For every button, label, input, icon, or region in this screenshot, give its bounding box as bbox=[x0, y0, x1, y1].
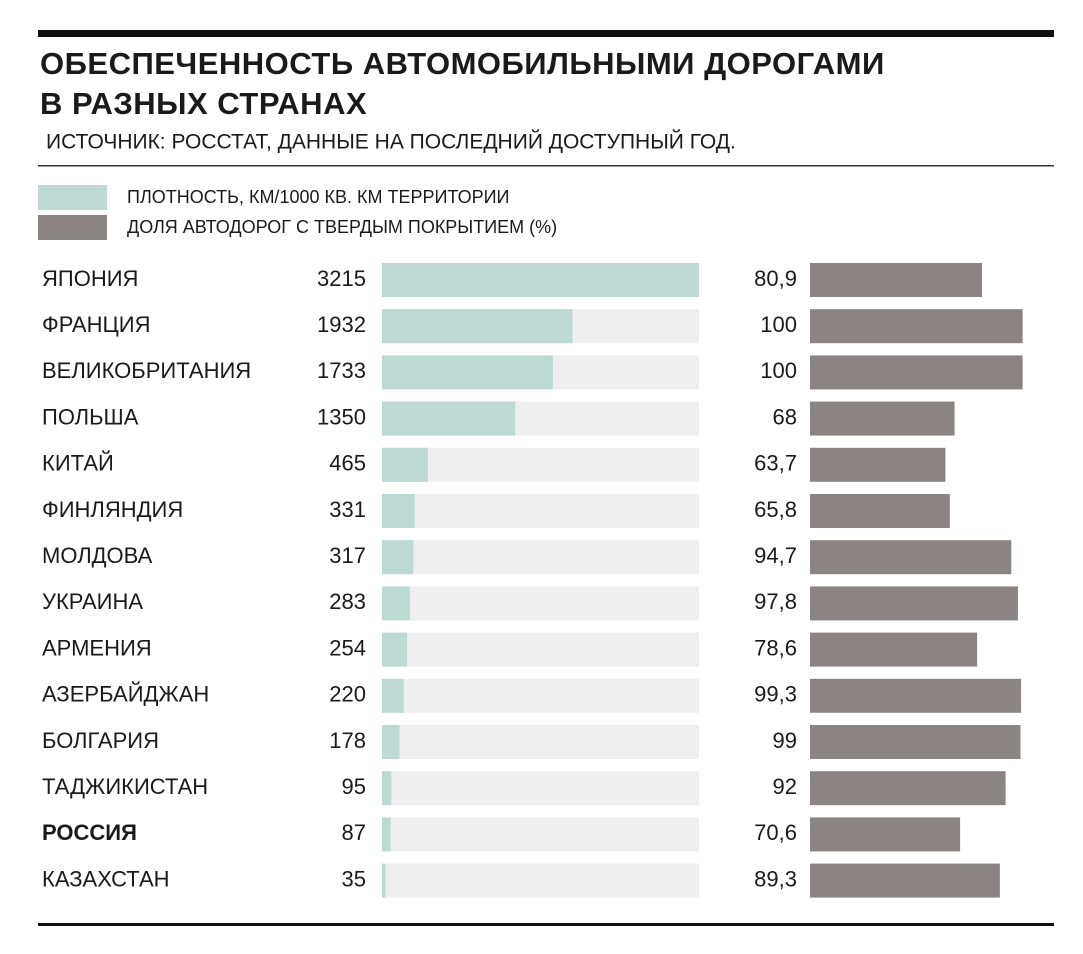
value-label: 87 bbox=[342, 820, 366, 845]
bar bbox=[382, 586, 410, 621]
bar-track bbox=[382, 863, 699, 898]
bar bbox=[382, 632, 408, 667]
category-label: ТАДЖИКИСТАН bbox=[42, 774, 208, 799]
bar-track bbox=[382, 494, 699, 528]
category-label: РОССИЯ bbox=[42, 820, 137, 845]
bar bbox=[810, 494, 950, 528]
bar-track bbox=[382, 632, 699, 667]
value-label: 254 bbox=[329, 635, 366, 660]
value-label: 68 bbox=[773, 404, 797, 429]
category-label: КАЗАХСТАН bbox=[42, 866, 170, 891]
value-label: 1932 bbox=[317, 312, 366, 337]
bar bbox=[810, 355, 1023, 390]
category-label: ВЕЛИКОБРИТАНИЯ bbox=[42, 358, 251, 383]
value-label: 78,6 bbox=[754, 635, 797, 660]
value-label: 100 bbox=[760, 312, 797, 337]
bar bbox=[382, 401, 516, 436]
category-label: АРМЕНИЯ bbox=[42, 635, 152, 660]
value-label: 94,7 bbox=[754, 543, 797, 568]
bar-track bbox=[382, 447, 699, 482]
category-label: КИТАЙ bbox=[42, 451, 114, 476]
chart-title: В РАЗНЫХ СТРАНАХ bbox=[40, 86, 367, 121]
value-label: 97,8 bbox=[754, 589, 797, 614]
category-label: БОЛГАРИЯ bbox=[42, 728, 159, 753]
bar-track bbox=[382, 817, 699, 852]
bar bbox=[810, 309, 1023, 344]
category-label: ФРАНЦИЯ bbox=[42, 312, 150, 337]
bar bbox=[382, 678, 404, 713]
bar bbox=[810, 540, 1012, 575]
value-label: 178 bbox=[329, 728, 366, 753]
value-label: 3215 bbox=[317, 266, 366, 291]
value-label: 99 bbox=[773, 728, 797, 753]
chart-title: ОБЕСПЕЧЕННОСТЬ АВТОМОБИЛЬНЫМИ ДОРОГАМИ bbox=[40, 46, 885, 81]
category-label: УКРАИНА bbox=[42, 589, 143, 614]
legend-swatch bbox=[38, 215, 107, 240]
value-label: 1350 bbox=[317, 404, 366, 429]
value-label: 70,6 bbox=[754, 820, 797, 845]
bottom-rule bbox=[38, 923, 1054, 926]
bar-track bbox=[382, 725, 699, 759]
rule bbox=[38, 165, 1054, 167]
subtitle: ИСТОЧНИК: РОССТАТ, ДАННЫЕ НА ПОСЛЕДНИЙ Д… bbox=[46, 130, 736, 154]
bar bbox=[382, 263, 699, 297]
bar bbox=[810, 771, 1006, 806]
bar-track bbox=[382, 678, 699, 713]
legend-label: ПЛОТНОСТЬ, КМ/1000 КВ. КМ ТЕРРИТОРИИ bbox=[127, 187, 509, 207]
bar bbox=[810, 678, 1022, 713]
bar bbox=[382, 863, 386, 898]
value-label: 283 bbox=[329, 589, 366, 614]
legend-label: ДОЛЯ АВТОДОРОГ С ТВЕРДЫМ ПОКРЫТИЕМ (%) bbox=[127, 217, 557, 237]
bar bbox=[382, 540, 414, 575]
bar bbox=[382, 447, 428, 482]
bar bbox=[810, 817, 961, 852]
bar-track bbox=[382, 586, 699, 621]
legend-swatch bbox=[38, 185, 107, 210]
bar bbox=[382, 771, 392, 806]
bar bbox=[382, 355, 553, 390]
bar bbox=[382, 725, 400, 759]
value-label: 220 bbox=[329, 682, 366, 707]
bar bbox=[810, 586, 1018, 621]
category-label: ПОЛЬША bbox=[42, 404, 139, 429]
category-label: ФИНЛЯНДИЯ bbox=[42, 497, 183, 522]
bar bbox=[810, 863, 1000, 898]
value-label: 95 bbox=[342, 774, 366, 799]
bar bbox=[810, 447, 946, 482]
value-label: 89,3 bbox=[754, 866, 797, 891]
category-label: ЯПОНИЯ bbox=[42, 266, 138, 291]
value-label: 331 bbox=[329, 497, 366, 522]
value-label: 1733 bbox=[317, 358, 366, 383]
value-label: 65,8 bbox=[754, 497, 797, 522]
value-label: 80,9 bbox=[754, 266, 797, 291]
value-label: 63,7 bbox=[754, 451, 797, 476]
value-label: 99,3 bbox=[754, 682, 797, 707]
top-rule bbox=[38, 30, 1054, 37]
value-label: 317 bbox=[329, 543, 366, 568]
bar bbox=[382, 817, 391, 852]
bar bbox=[810, 632, 978, 667]
value-label: 465 bbox=[329, 451, 366, 476]
category-label: МОЛДОВА bbox=[42, 543, 153, 568]
value-label: 100 bbox=[760, 358, 797, 383]
value-label: 92 bbox=[773, 774, 797, 799]
bar bbox=[810, 263, 982, 297]
bar bbox=[810, 401, 955, 436]
category-label: АЗЕРБАЙДЖАН bbox=[42, 682, 209, 707]
bar bbox=[382, 309, 573, 344]
bar-track bbox=[382, 771, 699, 806]
bar bbox=[810, 725, 1021, 759]
bar bbox=[382, 494, 415, 528]
value-label: 35 bbox=[342, 866, 366, 891]
bar-track bbox=[382, 540, 699, 575]
